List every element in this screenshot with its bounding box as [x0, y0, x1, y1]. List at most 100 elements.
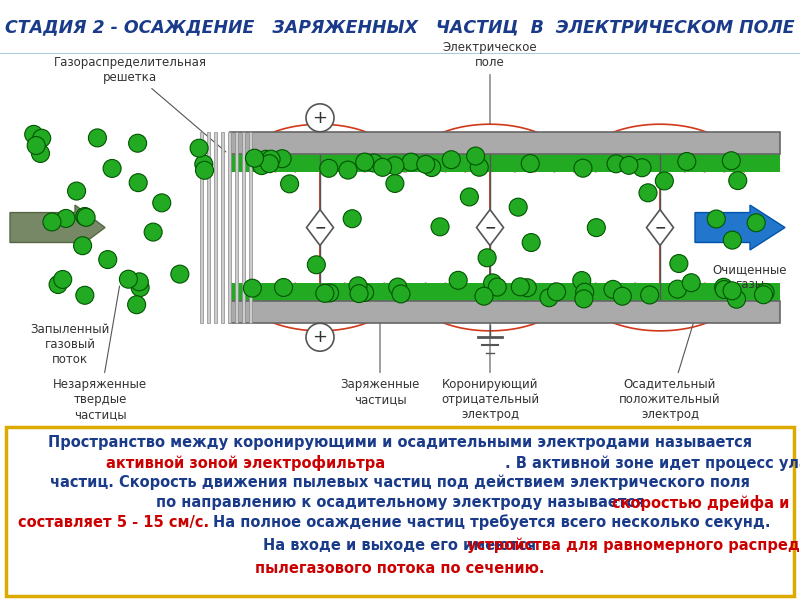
Circle shape — [574, 159, 592, 177]
Text: скоростью дрейфа и: скоростью дрейфа и — [612, 494, 790, 511]
Circle shape — [49, 275, 67, 293]
Circle shape — [76, 286, 94, 304]
Circle shape — [273, 150, 291, 167]
Circle shape — [714, 278, 733, 296]
Circle shape — [262, 150, 280, 168]
Circle shape — [33, 129, 50, 147]
Circle shape — [488, 278, 506, 296]
Circle shape — [25, 125, 42, 143]
Circle shape — [678, 152, 696, 170]
Circle shape — [417, 155, 434, 173]
Circle shape — [320, 160, 338, 177]
Circle shape — [98, 251, 117, 269]
Circle shape — [355, 283, 374, 301]
Circle shape — [509, 198, 527, 216]
Circle shape — [604, 280, 622, 298]
Circle shape — [43, 213, 61, 231]
Bar — [230, 132, 780, 154]
Polygon shape — [306, 209, 334, 245]
Circle shape — [144, 223, 162, 241]
Circle shape — [321, 284, 338, 302]
Circle shape — [575, 290, 593, 308]
Circle shape — [195, 161, 214, 179]
Text: Электрическое
поле: Электрическое поле — [442, 41, 538, 124]
Circle shape — [316, 284, 334, 302]
Text: активной зоной электрофильтра: активной зоной электрофильтра — [106, 455, 385, 471]
Circle shape — [723, 282, 741, 300]
Circle shape — [729, 172, 746, 190]
Circle shape — [77, 208, 95, 226]
Circle shape — [470, 158, 488, 176]
Circle shape — [365, 154, 383, 172]
Circle shape — [540, 289, 558, 307]
Circle shape — [547, 283, 566, 301]
Circle shape — [129, 134, 146, 152]
Text: СТАДИЯ 2 - ОСАЖДЕНИЕ   ЗАРЯЖЕННЫХ   ЧАСТИЦ  В  ЭЛЕКТРИЧЕСКОМ ПОЛЕ: СТАДИЯ 2 - ОСАЖДЕНИЕ ЗАРЯЖЕННЫХ ЧАСТИЦ В… — [5, 18, 795, 36]
Bar — [230, 283, 780, 301]
Circle shape — [306, 104, 334, 132]
Text: по направлению к осадительному электроду называется: по направлению к осадительному электроду… — [156, 495, 644, 510]
Circle shape — [633, 159, 651, 177]
Circle shape — [389, 278, 406, 296]
Circle shape — [356, 153, 374, 171]
Circle shape — [511, 278, 530, 296]
Circle shape — [431, 218, 449, 236]
Text: Заряженные
частицы: Заряженные частицы — [340, 308, 420, 406]
Circle shape — [350, 284, 368, 302]
Bar — [235, 132, 238, 323]
Circle shape — [722, 152, 740, 170]
Circle shape — [669, 280, 686, 298]
Circle shape — [641, 286, 658, 304]
Circle shape — [274, 278, 293, 296]
Circle shape — [518, 279, 536, 297]
Bar — [230, 154, 780, 172]
Circle shape — [171, 265, 189, 283]
Circle shape — [89, 129, 106, 147]
Circle shape — [119, 270, 138, 288]
FancyArrow shape — [695, 205, 785, 250]
Bar — [242, 132, 245, 323]
Circle shape — [460, 188, 478, 206]
Circle shape — [449, 271, 467, 289]
Circle shape — [484, 274, 502, 292]
Circle shape — [130, 273, 148, 291]
Circle shape — [130, 173, 147, 191]
Circle shape — [343, 210, 361, 227]
Circle shape — [339, 161, 357, 179]
Text: Очищенные
газы: Очищенные газы — [713, 263, 787, 292]
Circle shape — [576, 283, 594, 301]
Bar — [200, 132, 203, 323]
Circle shape — [442, 151, 460, 169]
Text: +: + — [313, 328, 327, 346]
Text: На входе и выходе его имеются: На входе и выходе его имеются — [263, 538, 537, 553]
Circle shape — [57, 209, 75, 227]
Bar — [230, 301, 780, 323]
Text: составляет 5 - 15 см/с.: составляет 5 - 15 см/с. — [18, 515, 209, 530]
Text: −: − — [654, 221, 666, 235]
Circle shape — [478, 249, 496, 267]
Circle shape — [195, 155, 213, 173]
Circle shape — [682, 274, 700, 292]
Circle shape — [76, 208, 94, 226]
Text: частиц. Скорость движения пылевых частиц под действием электрического поля: частиц. Скорость движения пылевых частиц… — [50, 475, 750, 490]
Circle shape — [261, 155, 278, 173]
Circle shape — [153, 194, 170, 212]
Circle shape — [67, 182, 86, 200]
Circle shape — [670, 254, 688, 272]
Circle shape — [27, 137, 45, 155]
Circle shape — [573, 272, 590, 290]
Circle shape — [349, 277, 367, 295]
Text: устройства для равномерного распределения: устройства для равномерного распределени… — [467, 538, 800, 553]
Circle shape — [522, 155, 539, 172]
Text: Газораспределительная
решетка: Газораспределительная решетка — [54, 56, 226, 152]
Circle shape — [607, 155, 625, 173]
Circle shape — [74, 237, 91, 254]
Circle shape — [475, 287, 493, 305]
Bar — [249, 132, 252, 323]
Circle shape — [715, 281, 734, 298]
Text: −: − — [484, 221, 496, 235]
Text: Осадительный
положительный
электрод: Осадительный положительный электрод — [619, 304, 721, 421]
Circle shape — [246, 149, 263, 167]
FancyArrow shape — [10, 205, 105, 250]
Circle shape — [306, 323, 334, 351]
